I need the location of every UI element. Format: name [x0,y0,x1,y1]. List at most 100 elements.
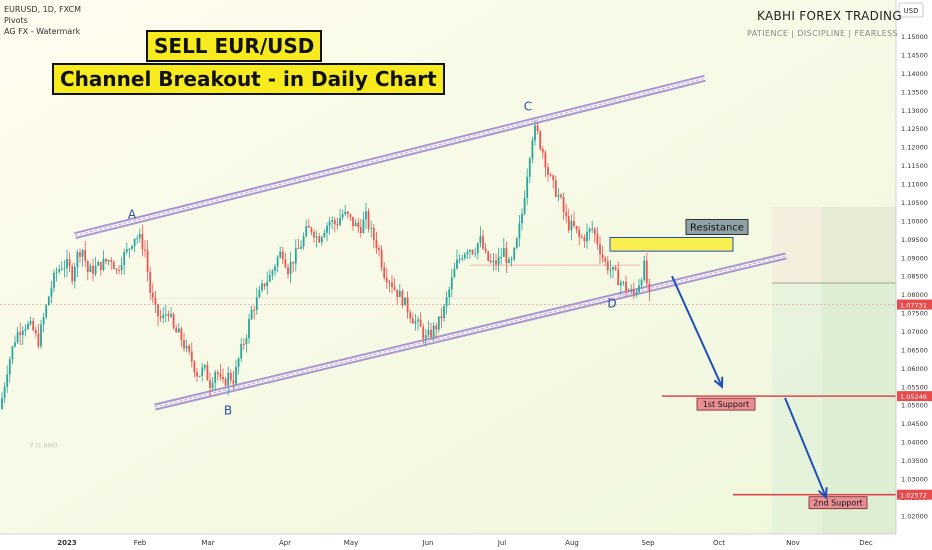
candle-body [253,309,256,311]
candle-body [157,304,159,317]
price-tick-label: 1.11500 [901,162,928,170]
candle-body [333,220,336,225]
time-tick-label: Dec [859,539,873,547]
symbol-line: EURUSD, 1D, FXCM [4,5,81,14]
candle-body [105,258,107,262]
candle-body [339,217,341,226]
candle-body [365,211,367,220]
candle-body [86,261,89,273]
candle-body [214,372,217,383]
candle-body [89,265,92,273]
candle-body [60,268,63,270]
candle-body [430,329,432,337]
candle-body [177,328,180,333]
candle-body [640,280,643,286]
price-tick-label: 1.13500 [901,88,928,96]
price-tick-label: 1.09500 [901,236,928,244]
candle-body [164,314,167,316]
price-tick-label: 1.10500 [901,199,928,207]
target-zone-shade [822,207,896,534]
candle-body [367,211,370,229]
candle-body [110,259,113,262]
indicator-watermark: AG FX - Watermark [4,27,81,36]
candle-body [523,197,526,214]
candle-body [354,222,357,227]
candle-body [99,261,102,271]
candle-body [240,343,243,359]
candle-body [102,258,105,271]
target-zone-upper [772,207,896,283]
candle-body [648,283,651,291]
candle-body [375,240,378,249]
candle-body [596,234,599,245]
candle-body [268,274,271,282]
current-price-tag: 1.07731 [900,302,927,310]
candle-body [458,258,461,260]
candle-body [71,266,74,282]
candle-body [274,266,276,271]
time-tick-label: Sep [641,539,655,547]
candle-body [541,148,544,153]
candle-body [8,359,11,375]
currency-badge[interactable] [898,2,924,18]
resistance-label-box [685,218,749,235]
candle-body [320,236,323,243]
candle-body [476,243,479,254]
candle-body [409,312,412,319]
candle-body [510,259,513,261]
candle-body [388,282,391,284]
candle-body [534,125,536,141]
support-2-price-tag-box [897,489,932,500]
candle-body [422,326,425,339]
candle-body [29,320,32,324]
candle-body [209,380,211,388]
price-tick-label: 1.02000 [901,512,928,520]
candle-body [614,266,617,270]
candle-body [502,248,505,257]
candle-body [612,266,614,270]
candle-body [131,245,133,249]
candle-body [263,283,266,287]
candle-body [606,261,609,271]
candle-body [170,314,172,317]
candle-body [37,333,40,347]
candle-body [557,194,560,197]
candle-body [484,248,487,252]
candle-body [601,254,604,259]
candle-body [570,221,573,231]
candle-body [323,232,326,237]
candle-body [575,225,578,230]
forecast-arrow-1 [671,275,723,388]
candle-body [469,249,471,252]
candle-body [560,194,562,198]
candle-body [580,236,583,238]
candle-body [84,250,87,262]
candle-body [1,397,3,409]
candle-body [24,328,27,331]
candle-body [552,175,555,181]
candle-body [307,226,310,228]
resistance-label: Resistance [690,222,744,233]
candle-body [489,260,492,262]
candle-body [300,246,302,249]
support-2-label: 2nd Support [813,499,862,508]
candle-body [336,224,339,226]
candle-body [385,278,388,283]
price-tick-label: 1.15000 [901,33,928,41]
candle-body [380,249,383,268]
candle-body [284,259,287,268]
candle-body [125,249,128,252]
candle-body [92,265,94,274]
candle-body [55,271,58,273]
support-1-label: 1st Support [703,400,750,409]
price-tick-label: 1.09000 [901,254,928,262]
candle-body [255,297,258,310]
price-tick-label: 1.14500 [901,52,928,60]
candle-body [40,324,42,347]
candle-body [440,316,443,319]
candle-body [190,351,193,362]
price-tick-label: 1.11000 [901,181,928,189]
candle-body [513,247,516,260]
